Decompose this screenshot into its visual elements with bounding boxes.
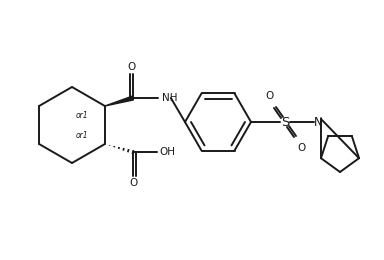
Text: N: N bbox=[314, 115, 323, 128]
Polygon shape bbox=[105, 96, 134, 106]
Text: O: O bbox=[265, 91, 273, 101]
Text: NH: NH bbox=[162, 93, 177, 103]
Text: S: S bbox=[281, 115, 289, 128]
Text: OH: OH bbox=[159, 147, 175, 157]
Text: O: O bbox=[297, 143, 305, 153]
Text: or1: or1 bbox=[76, 110, 88, 120]
Text: O: O bbox=[130, 178, 138, 188]
Text: O: O bbox=[128, 62, 136, 72]
Text: or1: or1 bbox=[76, 131, 88, 140]
